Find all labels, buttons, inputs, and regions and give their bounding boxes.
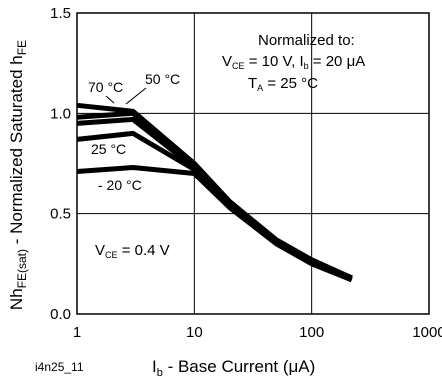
vce-annotation: VCE = 0.4 V [95, 242, 170, 260]
normalized-title: Normalized to: [258, 32, 355, 49]
plot-frame [76, 12, 430, 315]
x-tick-label: 1 [73, 324, 81, 341]
x-tick-label: 10 [186, 324, 203, 341]
tick-labels: 1 10 100 1000 0.0 0.5 1.0 1.5 [50, 5, 442, 341]
y-axis-label: NhFE(sat) - Normalized Saturated hFE [7, 40, 29, 310]
series-lines [76, 102, 353, 283]
figure-id: i4n25_11 [35, 360, 84, 374]
series-label-25c: 25 °C [91, 141, 126, 157]
series-label-70c: 70 °C [88, 79, 123, 95]
y-tick-label: 1.5 [50, 5, 71, 22]
normalized-condition-1: VCE = 10 V, Ib = 20 μA [222, 53, 365, 71]
leader-line-70c [105, 95, 115, 104]
y-tick-label: 0.0 [50, 306, 71, 323]
y-tick-label: 1.0 [50, 105, 71, 122]
x-tick-label: 1000 [412, 324, 442, 341]
series-line-4 [76, 116, 353, 281]
series-label-50c: 50 °C [145, 71, 180, 87]
leader-line-50c [125, 87, 147, 105]
y-tick-label: 0.5 [50, 206, 71, 223]
x-tick-label: 100 [299, 324, 324, 341]
series-label-minus20c: - 20 °C [98, 177, 142, 193]
x-axis-label: Ib - Base Current (μA) [152, 357, 315, 379]
normalized-condition-2: TA = 25 °C [248, 75, 318, 93]
